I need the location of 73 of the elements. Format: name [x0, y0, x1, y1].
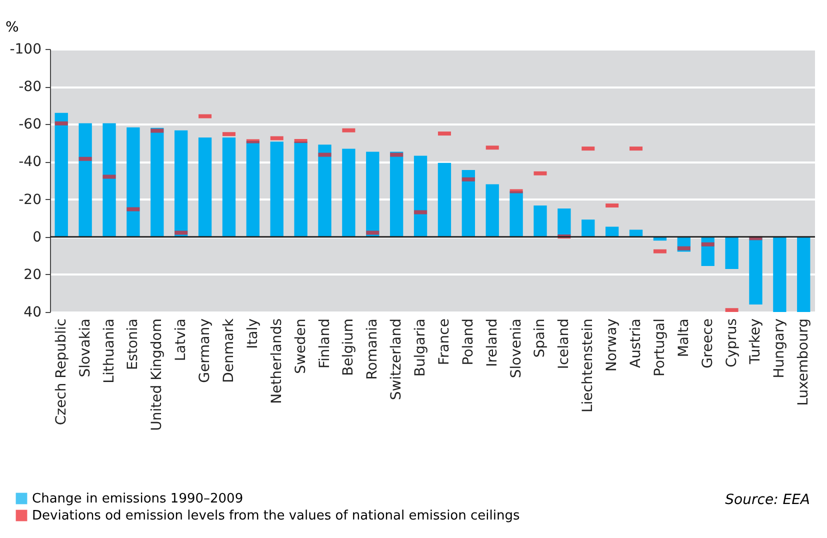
source-note: Source: EEA	[725, 492, 810, 508]
x-tick-label: Liechtenstein	[580, 318, 596, 413]
x-tick-label: Belgium	[340, 318, 357, 376]
x-tick-label: Austria	[628, 318, 644, 368]
x-tick-label: Romania	[364, 318, 381, 380]
bar	[534, 205, 547, 237]
y-tick-label: 20	[24, 266, 42, 283]
bar	[270, 142, 284, 237]
x-tick-label: Ireland	[484, 318, 500, 367]
x-tick-label: Hungary	[772, 318, 788, 378]
bar	[294, 142, 308, 237]
x-tick-label: United Kingdom	[149, 318, 166, 431]
x-tick-label: France	[436, 318, 452, 366]
x-tick-label: Greece	[700, 318, 716, 368]
x-tick-label: Estonia	[125, 318, 142, 370]
bar	[366, 152, 380, 237]
x-tick-label: Germany	[197, 318, 214, 383]
y-tick-label: 40	[24, 304, 42, 320]
x-tick-label: Italy	[244, 318, 261, 349]
x-tick-label: Denmark	[220, 318, 237, 383]
bar	[102, 123, 116, 237]
bar	[486, 184, 499, 237]
x-tick-label: Slovakia	[77, 318, 94, 378]
bar	[797, 236, 810, 312]
x-tick-label: Norway	[604, 318, 620, 372]
bar	[78, 123, 92, 237]
bar	[725, 236, 738, 269]
x-tick-label: Lithuania	[101, 318, 118, 384]
bar	[749, 236, 762, 304]
x-tick-label: Bulgaria	[412, 318, 429, 377]
bar	[342, 148, 356, 237]
x-tick-label: Portugal	[652, 318, 668, 376]
x-tick-label: Netherlands	[268, 318, 285, 404]
x-tick-label: Finland	[316, 318, 333, 369]
y-tick-label: -60	[18, 116, 42, 133]
y-tick-label: -20	[18, 192, 42, 208]
bar	[246, 141, 260, 237]
y-tick-label: 0	[32, 229, 42, 246]
bar	[198, 137, 212, 237]
x-tick-label: Malta	[676, 318, 692, 358]
bar	[510, 191, 523, 237]
bar	[318, 144, 332, 237]
y-tick-label: -80	[18, 79, 42, 96]
y-axis-title: %	[6, 20, 19, 36]
x-tick-label: Iceland	[556, 318, 572, 370]
x-tick-label: Latvia	[173, 318, 190, 362]
bar	[54, 112, 68, 237]
x-tick-label: Poland	[460, 318, 476, 366]
x-tick-label: Sweden	[292, 318, 309, 374]
y-tick-label: -40	[18, 154, 42, 170]
x-tick-label: Czech Republic	[53, 318, 70, 426]
bar	[582, 220, 595, 237]
bar	[126, 127, 140, 237]
x-tick-label: Luxembourg	[796, 318, 812, 406]
legend-label: Change in emissions 1990–2009	[32, 492, 244, 506]
bar	[629, 230, 643, 237]
bar	[558, 208, 571, 237]
x-tick-label: Slovenia	[508, 318, 524, 378]
bar	[174, 130, 188, 237]
bar	[438, 162, 452, 237]
x-tick-label: Spain	[532, 318, 548, 358]
bar	[414, 156, 428, 237]
bar	[462, 170, 475, 237]
x-tick-label: Turkey	[748, 318, 764, 366]
y-tick-label: -100	[10, 42, 42, 58]
bar	[390, 152, 404, 237]
bar	[605, 226, 619, 237]
x-tick-label: Switzerland	[388, 318, 405, 400]
x-tick-label: Cyprus	[724, 318, 740, 368]
bar	[222, 137, 236, 237]
bar	[150, 128, 164, 237]
bar	[773, 236, 786, 312]
legend-label: Deviations od emission levels from the values of national emission ceilings	[32, 508, 520, 524]
